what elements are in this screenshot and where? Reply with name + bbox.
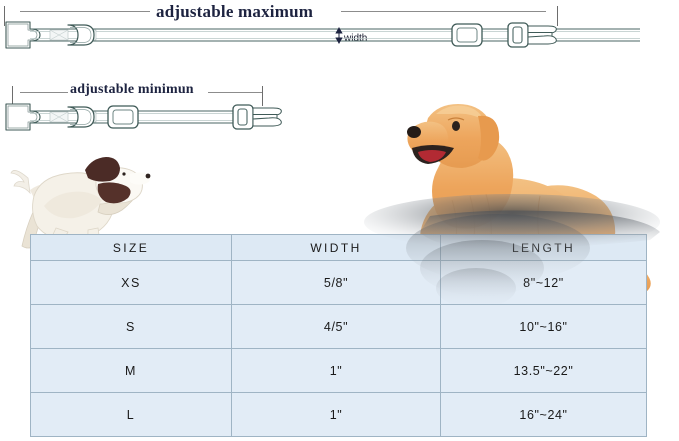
adjustable-minimum-label: adjustable minimun — [70, 82, 194, 97]
table-header-row: SIZE WIDTH LENGTH — [30, 234, 647, 261]
adjustable-maximum-label: adjustable maximum — [156, 2, 314, 21]
column-header-length: LENGTH — [440, 234, 647, 261]
cell-width: 5/8" — [231, 260, 441, 305]
guide-tick-left-max — [4, 6, 5, 26]
size-chart-table: SIZE WIDTH LENGTH XS 5/8" 8"~12" S 4/5" … — [30, 234, 647, 437]
cell-size: M — [30, 348, 232, 393]
cell-width: 1" — [231, 348, 441, 393]
cell-length: 10"~16" — [440, 304, 647, 349]
guide-line-min-right — [208, 92, 262, 93]
table-row: M 1" 13.5"~22" — [30, 348, 647, 393]
guide-line-min-left — [20, 92, 68, 93]
table-row: S 4/5" 10"~16" — [30, 304, 647, 349]
cell-size: S — [30, 304, 232, 349]
cell-size: XS — [30, 260, 232, 305]
table-row: XS 5/8" 8"~12" — [30, 260, 647, 305]
cell-width: 1" — [231, 392, 441, 437]
guide-tick-right-min — [262, 86, 263, 106]
cell-length: 16"~24" — [440, 392, 647, 437]
guide-tick-left-min — [12, 86, 13, 106]
guide-line-max-left — [20, 11, 150, 12]
column-header-size: SIZE — [30, 234, 232, 261]
cell-length: 13.5"~22" — [440, 348, 647, 393]
cell-size: L — [30, 392, 232, 437]
table-row: L 1" 16"~24" — [30, 392, 647, 437]
guide-line-max-right — [341, 11, 546, 12]
cell-length: 8"~12" — [440, 260, 647, 305]
guide-tick-right-max — [557, 6, 558, 26]
cell-width: 4/5" — [231, 304, 441, 349]
column-header-width: WIDTH — [231, 234, 441, 261]
